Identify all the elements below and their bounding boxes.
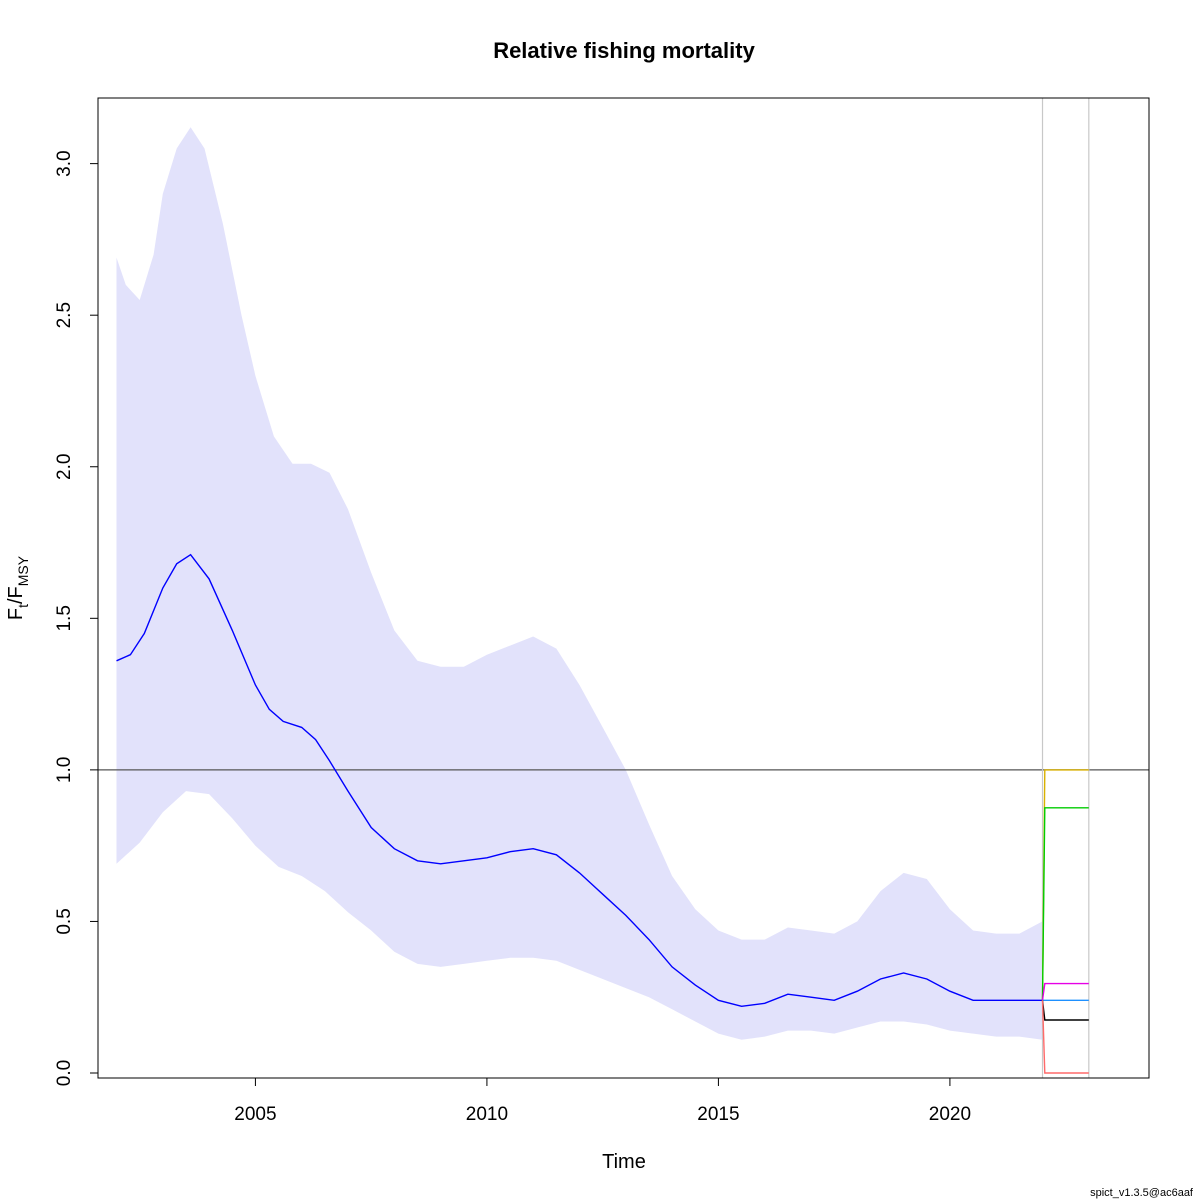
y-axis-label: Ft/FMSY xyxy=(5,555,31,620)
confidence-band xyxy=(116,127,1043,1040)
y-tick-label-2: 1.0 xyxy=(54,757,75,783)
y-tick-label-5: 2.5 xyxy=(54,302,75,328)
forecast-line-1 xyxy=(1041,807,1089,1001)
forecast-line-5 xyxy=(1041,1000,1089,1074)
x-tick-label-2: 2015 xyxy=(697,1104,739,1125)
y-axis-label-slash: /F xyxy=(5,586,27,604)
axes: 2005 2010 2015 2020 0.0 0.5 1.0 1.5 2.0 2.5 3.0 xyxy=(54,150,971,1125)
estimate-line xyxy=(116,553,1043,1008)
forecast-line-0 xyxy=(1041,769,1089,1001)
y-tick-label-6: 3.0 xyxy=(54,150,75,176)
y-tick-label-4: 2.0 xyxy=(54,454,75,480)
forecast-line-4 xyxy=(1041,1000,1089,1021)
x-axis-label: Time xyxy=(602,1151,646,1173)
y-tick-label-1: 0.5 xyxy=(54,908,75,934)
y-tick-label-0: 0.0 xyxy=(54,1060,75,1086)
x-tick-label-0: 2005 xyxy=(234,1104,276,1125)
y-axis-label-main: F xyxy=(5,608,27,620)
chart-title: Relative fishing mortality xyxy=(493,38,755,63)
y-tick-label-3: 1.5 xyxy=(54,605,75,631)
version-footer: spict_v1.3.5@ac6aaf xyxy=(1090,1187,1194,1199)
forecast-line-2 xyxy=(1041,982,1089,1001)
plot-area xyxy=(98,98,1149,1078)
y-axis-label-sub2: MSY xyxy=(15,555,31,586)
x-tick-label-1: 2010 xyxy=(466,1104,508,1125)
y-axis-label-sub1: t xyxy=(15,604,31,608)
x-tick-label-3: 2020 xyxy=(929,1104,971,1125)
